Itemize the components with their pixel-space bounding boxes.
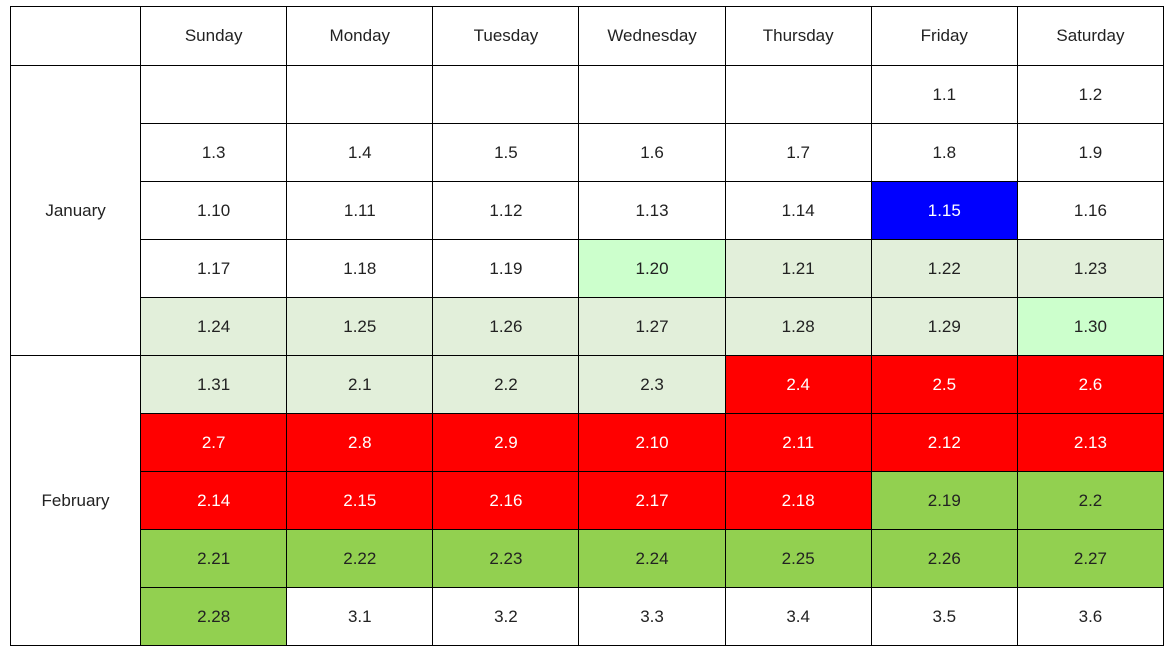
date-cell: 1.31 — [140, 355, 288, 414]
week-row: 2.28 3.1 3.2 3.3 3.4 3.5 3.6 — [11, 587, 1165, 646]
date-cell: 3.6 — [1016, 587, 1165, 646]
day-header-wednesday: Wednesday — [578, 6, 726, 66]
calendar-body: Sunday Monday Tuesday Wednesday Thursday… — [9, 6, 1165, 646]
date-cell — [724, 65, 872, 124]
date-cell: 1.18 — [286, 239, 434, 298]
date-cell: 2.22 — [286, 529, 434, 588]
date-cell: 1.30 — [1016, 297, 1165, 356]
week-row: 2.21 2.22 2.23 2.24 2.25 2.26 2.27 — [11, 529, 1165, 588]
week-row: 1.10 1.11 1.12 1.13 1.14 1.15 1.16 — [11, 181, 1165, 240]
date-cell: 2.2 — [432, 355, 580, 414]
day-header-friday: Friday — [870, 6, 1018, 66]
month-label: January — [9, 65, 142, 356]
week-row: January 1.1 1.2 — [9, 65, 1165, 356]
date-cell: 1.28 — [724, 297, 872, 356]
date-cell: 2.11 — [724, 413, 872, 472]
date-cell: 1.25 — [286, 297, 434, 356]
date-cell: 1.6 — [578, 123, 726, 182]
date-cell: 1.15 — [870, 181, 1018, 240]
date-cell: 3.1 — [286, 587, 434, 646]
week-row: 1.17 1.18 1.19 1.20 1.21 1.22 1.23 — [11, 239, 1165, 298]
date-cell: 2.17 — [578, 471, 726, 530]
week-row: 2.14 2.15 2.16 2.17 2.18 2.19 2.2 — [11, 471, 1165, 530]
day-header-tuesday: Tuesday — [432, 6, 580, 66]
date-cell: 1.14 — [724, 181, 872, 240]
date-cell: 1.12 — [432, 181, 580, 240]
date-cell: 2.25 — [724, 529, 872, 588]
week-row: 2.7 2.8 2.9 2.10 2.11 2.12 2.13 — [11, 413, 1165, 472]
date-cell: 2.28 — [140, 587, 288, 646]
date-cell: 1.10 — [140, 181, 288, 240]
week-row: 1.3 1.4 1.5 1.6 1.7 1.8 1.9 — [11, 123, 1165, 182]
date-cell: 2.5 — [870, 355, 1018, 414]
date-cell: 2.6 — [1016, 355, 1165, 414]
date-cell: 2.24 — [578, 529, 726, 588]
date-cell: 2.14 — [140, 471, 288, 530]
day-header-monday: Monday — [286, 6, 434, 66]
date-cell: 1.4 — [286, 123, 434, 182]
date-cell: 1.17 — [140, 239, 288, 298]
date-cell: 1.29 — [870, 297, 1018, 356]
date-cell: 2.8 — [286, 413, 434, 472]
date-cell: 1.5 — [432, 123, 580, 182]
date-cell: 2.16 — [432, 471, 580, 530]
date-cell: 2.7 — [140, 413, 288, 472]
date-cell: 2.18 — [724, 471, 872, 530]
date-cell: 1.2 — [1016, 65, 1165, 124]
date-cell: 2.23 — [432, 529, 580, 588]
day-header-saturday: Saturday — [1016, 6, 1165, 66]
date-cell: 3.4 — [724, 587, 872, 646]
date-cell — [432, 65, 580, 124]
header-row: Sunday Monday Tuesday Wednesday Thursday… — [9, 6, 1165, 66]
date-cell: 2.15 — [286, 471, 434, 530]
date-cell — [578, 65, 726, 124]
date-cell: 1.11 — [286, 181, 434, 240]
date-cell: 1.9 — [1016, 123, 1165, 182]
date-cell: 2.26 — [870, 529, 1018, 588]
date-cell: 2.27 — [1016, 529, 1165, 588]
date-cell: 1.21 — [724, 239, 872, 298]
date-cell: 1.24 — [140, 297, 288, 356]
date-cell: 2.21 — [140, 529, 288, 588]
date-cell: 2.19 — [870, 471, 1018, 530]
date-cell: 1.27 — [578, 297, 726, 356]
date-cell — [140, 65, 288, 124]
day-header-sunday: Sunday — [140, 6, 288, 66]
date-cell: 3.5 — [870, 587, 1018, 646]
date-cell: 2.9 — [432, 413, 580, 472]
day-header-thursday: Thursday — [724, 6, 872, 66]
date-cell: 1.8 — [870, 123, 1018, 182]
date-cell: 2.3 — [578, 355, 726, 414]
week-row: 1.24 1.25 1.26 1.27 1.28 1.29 1.30 — [11, 297, 1165, 356]
week-row: February 1.31 2.1 2.2 2.3 2.4 2.5 2.6 — [9, 355, 1165, 646]
date-cell: 1.20 — [578, 239, 726, 298]
date-cell: 3.3 — [578, 587, 726, 646]
date-cell — [286, 65, 434, 124]
date-cell: 2.12 — [870, 413, 1018, 472]
corner-cell — [9, 6, 142, 66]
date-cell: 2.2 — [1016, 471, 1165, 530]
calendar-table: Sunday Monday Tuesday Wednesday Thursday… — [9, 6, 1165, 646]
month-label: February — [9, 355, 142, 646]
date-cell: 2.4 — [724, 355, 872, 414]
date-cell: 1.16 — [1016, 181, 1165, 240]
date-cell: 2.10 — [578, 413, 726, 472]
date-cell: 1.22 — [870, 239, 1018, 298]
date-cell: 3.2 — [432, 587, 580, 646]
date-cell: 1.13 — [578, 181, 726, 240]
date-cell: 2.1 — [286, 355, 434, 414]
date-cell: 2.13 — [1016, 413, 1165, 472]
date-cell: 1.1 — [870, 65, 1018, 124]
date-cell: 1.3 — [140, 123, 288, 182]
date-cell: 1.19 — [432, 239, 580, 298]
date-cell: 1.23 — [1016, 239, 1165, 298]
date-cell: 1.26 — [432, 297, 580, 356]
date-cell: 1.7 — [724, 123, 872, 182]
